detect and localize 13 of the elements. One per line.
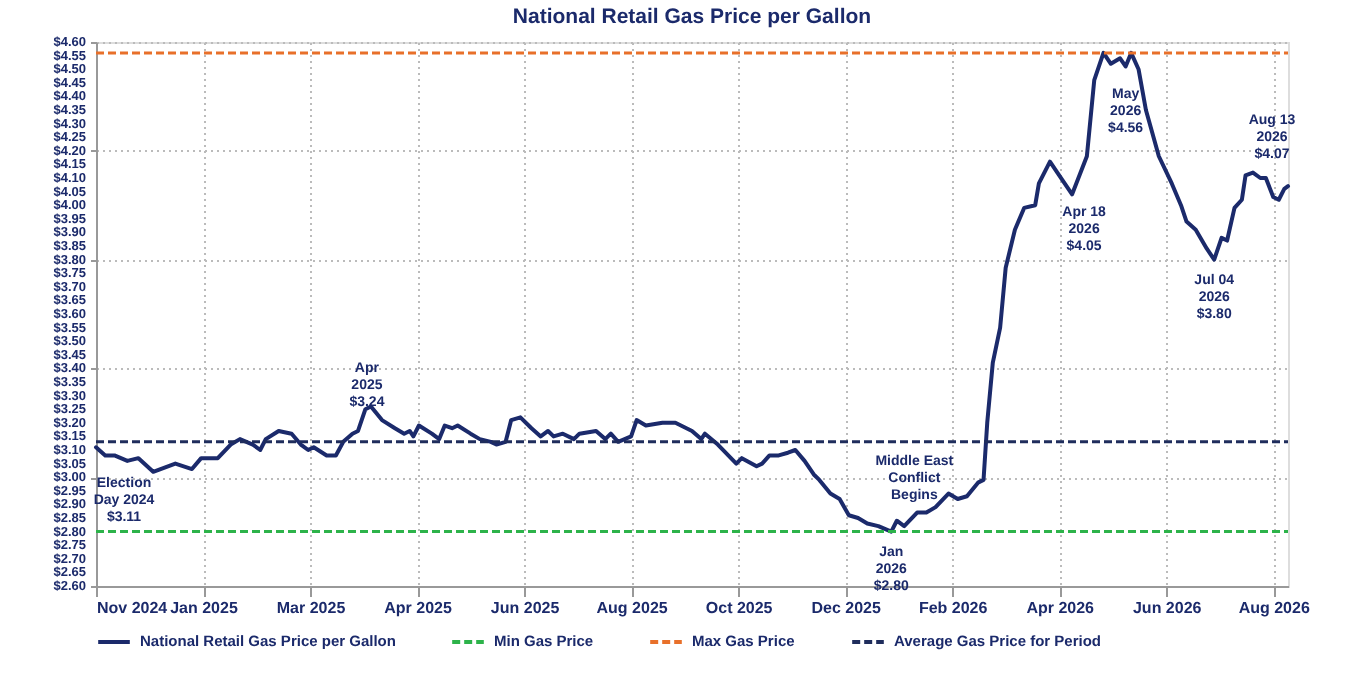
- x-tick-label: Dec 2025: [811, 599, 882, 617]
- x-tick-label: Jun 2025: [490, 599, 561, 617]
- x-tick-label: Nov 2024: [97, 599, 169, 617]
- x-tick-label: Jan 2025: [170, 599, 239, 617]
- x-tick-label: Apr 2026: [1026, 599, 1096, 617]
- x-tick-label: Aug 2026: [1238, 599, 1311, 617]
- chart-title: National Retail Gas Price per Gallon: [512, 5, 872, 29]
- x-tick-label: Aug 2025: [596, 599, 669, 617]
- x-tick-label: Oct 2025: [705, 599, 774, 617]
- x-tick-label: Apr 2025: [384, 599, 453, 617]
- x-tick-label: Feb 2026: [918, 599, 989, 617]
- x-tick-label: Jun 2026: [1132, 599, 1203, 617]
- x-tick-label: Mar 2025: [276, 599, 347, 617]
